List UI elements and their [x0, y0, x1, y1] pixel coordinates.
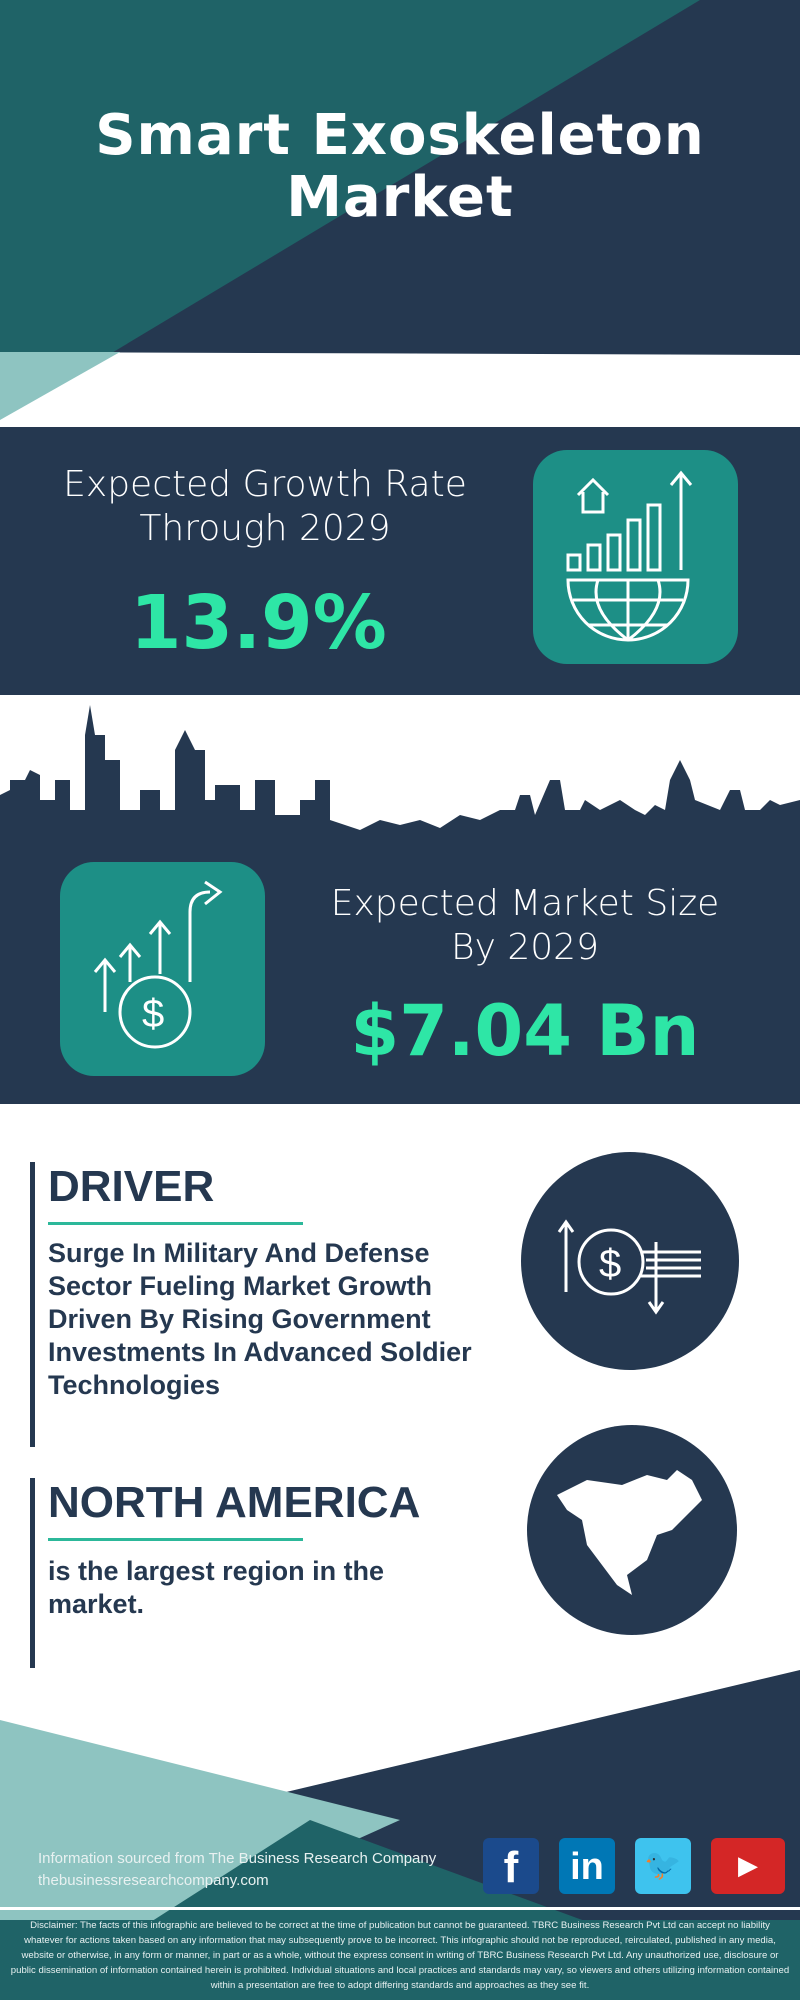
twitter-icon[interactable]: 🐦	[635, 1838, 691, 1894]
market-size-value: $7.04 Bn	[350, 990, 700, 1072]
north-america-map-icon	[527, 1425, 737, 1635]
disclaimer: Disclaimer: The facts of this infographi…	[10, 1920, 790, 1991]
city-skyline	[0, 705, 800, 860]
driver-underline	[48, 1222, 303, 1225]
source-text: Information sourced from The Business Re…	[38, 1850, 437, 1867]
growth-value: 13.9%	[130, 580, 387, 666]
driver-heading: DRIVER	[48, 1162, 215, 1211]
linkedin-icon[interactable]: in	[559, 1838, 615, 1894]
region-text: is the largest region in the market.	[48, 1556, 385, 1619]
facebook-icon[interactable]: f	[483, 1838, 539, 1894]
region-underline	[48, 1538, 303, 1541]
svg-text:$: $	[142, 992, 164, 1036]
dollar-exchange-icon: $	[521, 1152, 739, 1370]
driver-text: Surge In Military And Defense Sector Fue…	[48, 1238, 472, 1400]
market-size-label: Expected Market Size By 2029	[330, 883, 720, 968]
page-title: Smart Exoskeleton Market	[95, 103, 705, 230]
youtube-icon[interactable]: ▶	[711, 1838, 785, 1894]
region-heading: NORTH AMERICA	[48, 1478, 421, 1527]
growth-label: Expected Growth Rate Through 2029	[63, 464, 467, 549]
svg-text:$: $	[599, 1242, 621, 1286]
driver-bar	[30, 1162, 35, 1447]
globe-growth-chart-icon	[533, 450, 738, 664]
footer-background	[0, 1670, 800, 2000]
website-link[interactable]: thebusinessresearchcompany.com	[38, 1872, 269, 1889]
header-background	[0, 0, 800, 430]
region-bar	[30, 1478, 35, 1668]
social-links: f in 🐦 ▶	[483, 1838, 785, 1894]
dollar-growth-arrows-icon: $	[60, 862, 265, 1076]
